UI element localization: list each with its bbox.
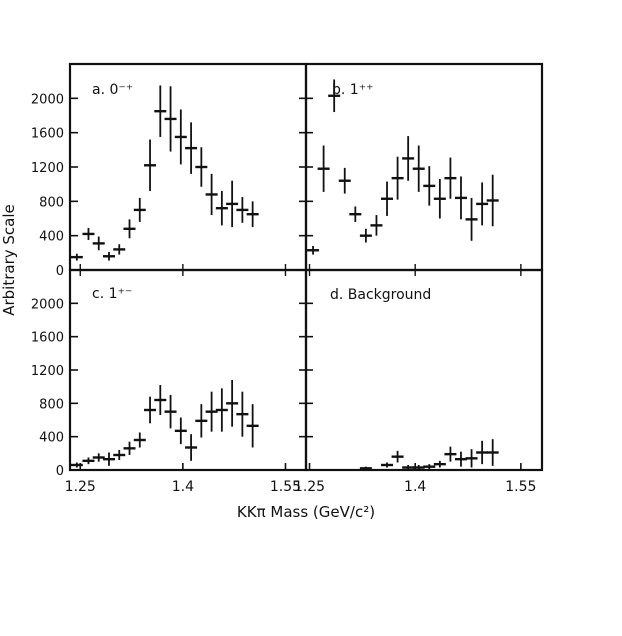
panel-label: a. 0⁻⁺ (92, 82, 133, 98)
panel-label: d. Background (330, 287, 431, 303)
y-tick-label: 400 (39, 431, 64, 446)
y-tick-label: 0 (56, 264, 64, 279)
x-tick-label: 1.25 (294, 479, 325, 495)
x-tick-label: 1.25 (65, 479, 96, 495)
y-tick-label: 1600 (31, 331, 64, 346)
y-tick-label: 1200 (31, 364, 64, 379)
x-tick-label: 1.55 (270, 479, 301, 495)
x-tick-label: 1.4 (404, 479, 426, 495)
y-tick-label: 1600 (31, 127, 64, 142)
y-tick-label: 400 (39, 230, 64, 245)
x-tick-label: 1.55 (505, 479, 536, 495)
y-tick-label: 2000 (31, 92, 64, 107)
y-tick-label: 800 (39, 195, 64, 210)
y-tick-label: 1200 (31, 161, 64, 176)
y-axis-title: Arbitrary Scale (0, 204, 18, 316)
panel-label: b. 1⁺⁺ (332, 82, 373, 98)
y-tick-label: 2000 (31, 297, 64, 312)
y-tick-label: 800 (39, 397, 64, 412)
y-tick-label: 0 (56, 464, 64, 479)
x-axis-title: KKπ Mass (GeV/c²) (237, 503, 375, 521)
x-tick-label: 1.4 (172, 479, 194, 495)
panel-label: c. 1⁺⁻ (92, 286, 132, 302)
